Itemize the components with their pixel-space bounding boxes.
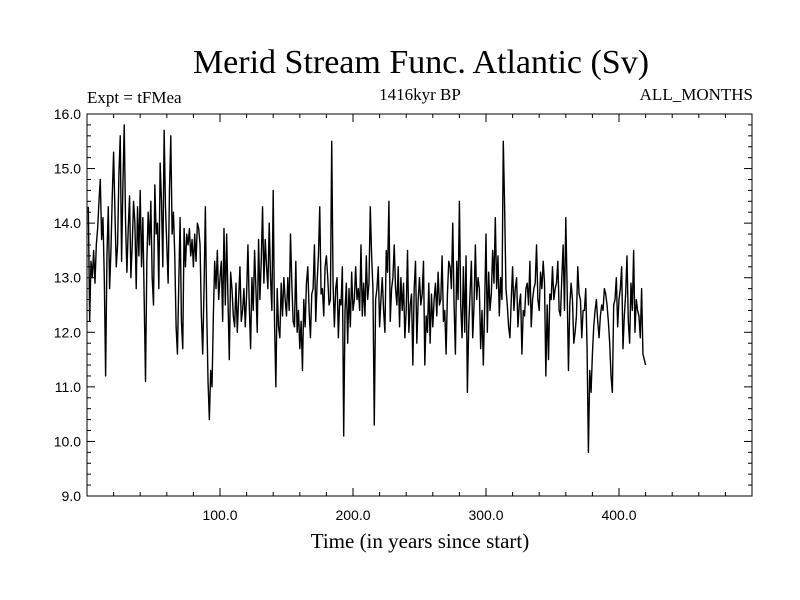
x-tick-label: 400.0 — [601, 507, 636, 523]
y-tick-label: 13.0 — [54, 270, 81, 286]
chart-title: Merid Stream Func. Atlantic (Sv) — [193, 44, 649, 81]
subtitle-right: ALL_MONTHS — [640, 85, 753, 104]
y-tick-label: 15.0 — [54, 161, 81, 177]
y-tick-label: 12.0 — [54, 324, 81, 340]
axis-ticks — [87, 113, 752, 497]
x-tick-label: 200.0 — [335, 507, 370, 523]
y-tick-label: 9.0 — [62, 488, 82, 504]
subtitle-center: 1416kyr BP — [379, 85, 461, 104]
y-tick-label: 10.0 — [54, 433, 81, 449]
y-tick-label: 14.0 — [54, 215, 81, 231]
y-tick-label: 11.0 — [55, 379, 81, 395]
x-axis-label: Time (in years since start) — [311, 529, 530, 553]
y-tick-label: 16.0 — [54, 106, 81, 122]
series-line — [87, 124, 647, 454]
x-tick-label: 100.0 — [202, 507, 237, 523]
plot-frame — [86, 113, 753, 497]
tick-labels: 100.0 200.0 300.0 400.0 9.0 10.0 11.0 12.0 13.0 1… — [54, 106, 637, 523]
x-tick-label: 300.0 — [468, 507, 503, 523]
subtitle-left: Expt = tFMea — [87, 88, 182, 107]
